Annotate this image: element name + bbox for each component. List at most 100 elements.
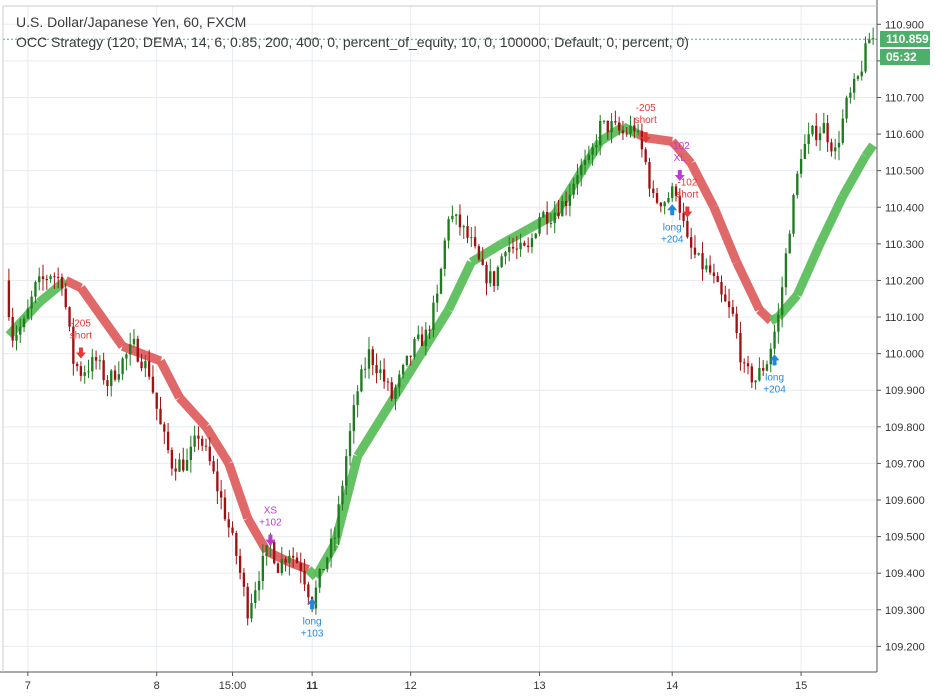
candle-body <box>26 308 30 319</box>
candle-body <box>238 555 242 573</box>
x-tick-label: 15:00 <box>219 680 247 692</box>
band-segment <box>422 307 453 349</box>
short-marker-label: -205 <box>71 318 91 329</box>
candle-body <box>633 125 636 132</box>
y-tick-label: 109.200 <box>885 641 925 653</box>
candle-body <box>288 555 291 563</box>
candle-body <box>22 318 26 328</box>
candle-body <box>481 259 484 265</box>
candle-body <box>864 43 867 72</box>
band-segment <box>468 240 504 267</box>
y-tick-label: 109.700 <box>885 458 925 470</box>
chart-grid <box>3 6 877 672</box>
candle-body <box>553 212 556 223</box>
candle-body <box>7 280 11 318</box>
bar-countdown-badge: 05:32 <box>880 49 930 66</box>
band-segment <box>815 194 847 246</box>
candle-body <box>136 338 139 362</box>
candle-body <box>629 125 632 134</box>
candle-body <box>68 307 71 327</box>
candle-body <box>265 545 268 556</box>
exit-marker-label: -102 <box>670 141 690 152</box>
candle-body <box>129 344 132 355</box>
band-segment <box>861 142 877 159</box>
candle-body <box>443 240 446 269</box>
candle-body <box>780 287 784 315</box>
candle-body <box>106 380 109 387</box>
candle-body <box>242 572 246 587</box>
candle-body <box>314 587 318 609</box>
candle-body <box>83 372 86 376</box>
candle-body <box>147 361 151 377</box>
candle-body <box>307 584 310 598</box>
candle-body <box>64 288 67 308</box>
candle-body <box>485 264 488 284</box>
y-tick-label: 110.500 <box>885 166 924 178</box>
candle-body <box>439 268 443 294</box>
short-arrow-icon <box>682 206 693 218</box>
candle-body <box>303 570 306 585</box>
candle-body <box>489 271 492 284</box>
candle-body <box>257 580 261 591</box>
candle-body <box>219 491 223 498</box>
candle-body <box>818 133 822 141</box>
symbol-title: U.S. Dollar/Japanese Yen, 60, FXCM <box>16 14 247 30</box>
candle-body <box>856 76 860 79</box>
y-tick-label: 110.600 <box>885 129 924 141</box>
strategy-band <box>5 122 877 581</box>
candle-body <box>401 365 405 375</box>
candle-body <box>326 557 329 570</box>
candle-body <box>166 431 170 451</box>
candle-body <box>852 78 856 93</box>
candle-body <box>500 256 503 268</box>
candle-body <box>360 369 363 392</box>
band-segment <box>399 343 430 386</box>
candle-body <box>811 125 814 135</box>
short-arrow-icon <box>75 347 86 359</box>
y-tick-label: 109.500 <box>885 532 925 544</box>
y-tick-label: 109.600 <box>885 495 925 507</box>
candle-body <box>496 267 500 286</box>
candle-body <box>655 193 659 203</box>
candle-body <box>208 446 211 462</box>
candle-body <box>686 220 689 238</box>
y-tick-label: 110.400 <box>885 202 924 214</box>
candle-body <box>348 431 352 457</box>
x-tick-label: 13 <box>533 680 545 692</box>
candle-body <box>38 276 41 283</box>
candle-body <box>716 275 719 282</box>
candle-body <box>470 237 473 239</box>
plot-background <box>3 6 877 672</box>
candle-body <box>30 296 33 309</box>
candle-body <box>333 537 337 539</box>
band-segment <box>176 394 210 430</box>
long-arrow-icon <box>667 204 678 216</box>
candle-body <box>454 214 458 216</box>
candle-body <box>515 248 518 250</box>
candle-body <box>542 212 545 218</box>
exit-marker-label: XL <box>674 153 687 164</box>
band-segment <box>838 153 870 199</box>
candle-body <box>420 334 424 347</box>
candle-body <box>125 354 128 359</box>
candle-body <box>424 329 428 347</box>
candle-body <box>367 349 371 369</box>
candle-body <box>371 349 374 366</box>
candlestick-series <box>7 27 875 626</box>
candle-body <box>379 369 382 374</box>
short-marker-label: short <box>70 330 92 341</box>
candle-body <box>182 459 185 471</box>
strategy-legend: OCC Strategy (120, DEMA, 14, 6, 0.85, 20… <box>16 34 689 50</box>
candle-body <box>364 368 367 370</box>
candle-body <box>231 527 234 534</box>
x-tick-label: 8 <box>154 680 160 692</box>
band-segment <box>526 210 557 234</box>
band-segment <box>156 358 184 400</box>
candle-body <box>87 371 90 373</box>
candle-body <box>523 242 526 246</box>
band-segment <box>768 312 781 325</box>
candle-body <box>849 92 852 98</box>
candle-body <box>769 348 772 365</box>
long-marker-label: long <box>765 372 784 383</box>
